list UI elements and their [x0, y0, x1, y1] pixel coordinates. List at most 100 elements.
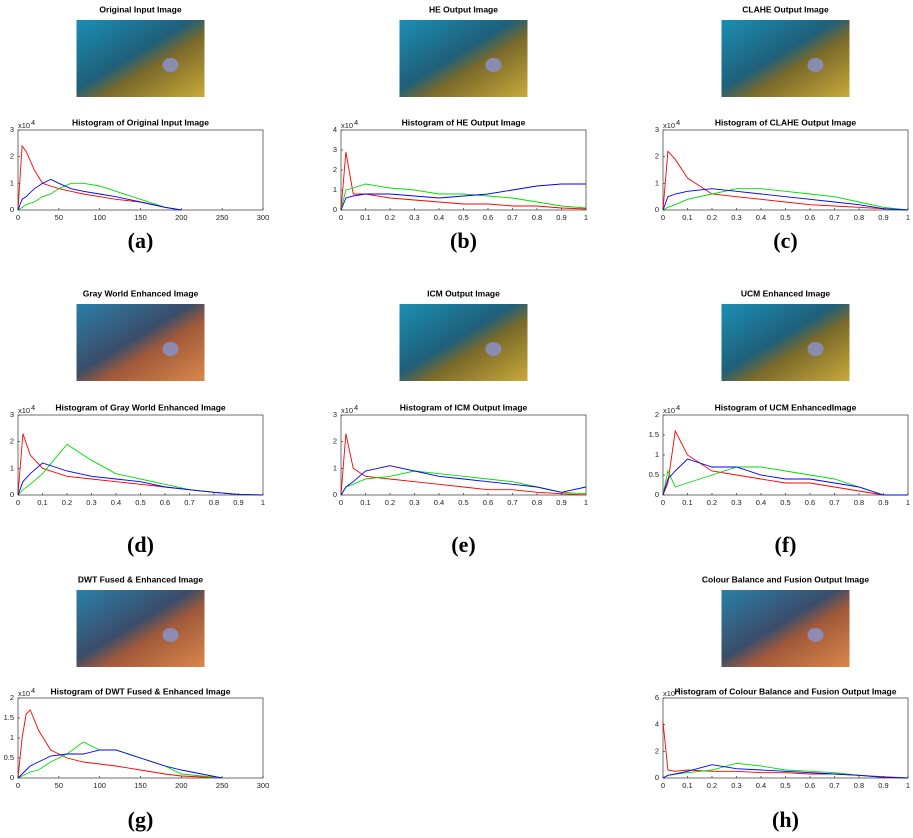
x-tick-label: 0 [16, 498, 20, 507]
x-tick-label: 0.2 [62, 498, 72, 507]
histogram-line [663, 459, 908, 495]
y-tick-label: 0 [10, 205, 14, 214]
x-tick-label: 1 [584, 213, 588, 222]
image-detail [486, 342, 502, 356]
histogram-line [341, 466, 586, 495]
histogram-title: Histogram of CLAHE Output Image [715, 117, 856, 127]
x-tick-label: 0.7 [184, 498, 194, 507]
x-tick-label: 0.6 [805, 213, 815, 222]
y-tick-label: 2 [655, 746, 659, 755]
x-tick-label: 1 [906, 781, 910, 790]
x-tick-label: 150 [134, 213, 147, 222]
x-tick-label: 0.2 [707, 781, 717, 790]
y-tick-label: 0 [655, 205, 659, 214]
histogram-title: Histogram of DWT Fused & Enhanced Image [51, 686, 231, 696]
y-tick-label: 2 [333, 165, 337, 174]
image-detail [808, 58, 824, 72]
x-tick-label: 1 [906, 213, 910, 222]
y-multiplier: x10 [341, 121, 353, 130]
image-detail [163, 58, 179, 72]
image-title: CLAHE Output Image [742, 4, 829, 14]
image-detail [163, 342, 179, 356]
y-multiplier: x10 [18, 689, 30, 698]
histogram-line [341, 434, 586, 495]
histogram-line [18, 710, 222, 778]
x-tick-label: 0.1 [682, 213, 692, 222]
histogram-title: Histogram of HE Output Image [402, 117, 526, 127]
x-tick-label: 0.1 [37, 498, 47, 507]
x-tick-label: 0.6 [483, 498, 493, 507]
plot-box [18, 698, 263, 778]
x-tick-label: 0.1 [360, 498, 370, 507]
histogram-title: Histogram of UCM EnhancedImage [715, 402, 857, 412]
image [722, 304, 850, 381]
image-detail [486, 58, 502, 72]
x-tick-label: 0.5 [780, 213, 790, 222]
panel-label: (d) [127, 532, 154, 557]
x-tick-label: 0 [16, 781, 20, 790]
panel-label: (b) [450, 228, 477, 253]
y-tick-label: 3 [333, 410, 337, 419]
histogram-line [663, 189, 908, 210]
y-tick-label: 0 [10, 490, 14, 499]
x-tick-label: 0.8 [532, 498, 542, 507]
panel-label: (g) [128, 807, 154, 832]
y-tick-label: 4 [655, 720, 659, 729]
figure: Original Input ImageHistogram of Origina… [0, 0, 913, 838]
x-tick-label: 0.3 [731, 781, 741, 790]
plot-box [341, 415, 586, 495]
y-multiplier-exponent: 4 [31, 403, 35, 412]
x-tick-label: 0.2 [707, 213, 717, 222]
x-tick-label: 1 [261, 498, 265, 507]
x-tick-label: 300 [257, 781, 270, 790]
x-tick-label: 0.9 [878, 498, 888, 507]
x-tick-label: 0.1 [682, 498, 692, 507]
y-tick-label: 1 [10, 463, 14, 472]
x-tick-label: 0.5 [135, 498, 145, 507]
y-tick-label: 1 [333, 185, 337, 194]
image-detail [808, 628, 824, 642]
y-tick-label: 0.5 [4, 753, 14, 762]
y-multiplier-exponent: 4 [354, 403, 358, 412]
histogram-line [18, 146, 181, 210]
histogram-line [18, 434, 263, 495]
x-tick-label: 250 [216, 781, 229, 790]
x-tick-label: 0.1 [682, 781, 692, 790]
x-tick-label: 0.6 [160, 498, 170, 507]
image-title: ICM Output Image [427, 288, 500, 298]
y-multiplier: x10 [18, 121, 30, 130]
y-tick-label: 1 [655, 450, 659, 459]
x-tick-label: 0.5 [458, 213, 468, 222]
histogram-line [18, 444, 263, 495]
x-tick-label: 0.1 [360, 213, 370, 222]
x-tick-label: 50 [55, 781, 63, 790]
y-tick-label: 2 [10, 152, 14, 161]
x-tick-label: 0.9 [556, 498, 566, 507]
image-title: HE Output Image [429, 4, 498, 14]
x-tick-label: 0.9 [556, 213, 566, 222]
x-tick-label: 0.6 [483, 213, 493, 222]
x-tick-label: 0.7 [829, 213, 839, 222]
y-tick-label: 2 [655, 410, 659, 419]
x-tick-label: 0.7 [507, 498, 517, 507]
histogram-title: Histogram of Gray World Enhanced Image [55, 402, 226, 412]
x-tick-label: 0.3 [86, 498, 96, 507]
image [77, 590, 205, 667]
plot-box [18, 130, 263, 210]
x-tick-label: 0.8 [209, 498, 219, 507]
y-tick-label: 0 [333, 205, 337, 214]
x-tick-label: 0.7 [507, 213, 517, 222]
x-tick-label: 0.2 [707, 498, 717, 507]
x-tick-label: 200 [175, 781, 188, 790]
panel-label: (a) [128, 228, 154, 253]
image [400, 20, 528, 97]
y-tick-label: 3 [10, 125, 14, 134]
x-tick-label: 0.7 [829, 781, 839, 790]
histogram-title: Histogram of Colour Balance and Fusion O… [675, 686, 897, 696]
histogram-line [341, 471, 586, 495]
histogram-line [341, 184, 586, 210]
y-multiplier-exponent: 4 [354, 118, 358, 127]
x-tick-label: 0.5 [458, 498, 468, 507]
x-tick-label: 1 [584, 498, 588, 507]
y-tick-label: 1 [333, 463, 337, 472]
